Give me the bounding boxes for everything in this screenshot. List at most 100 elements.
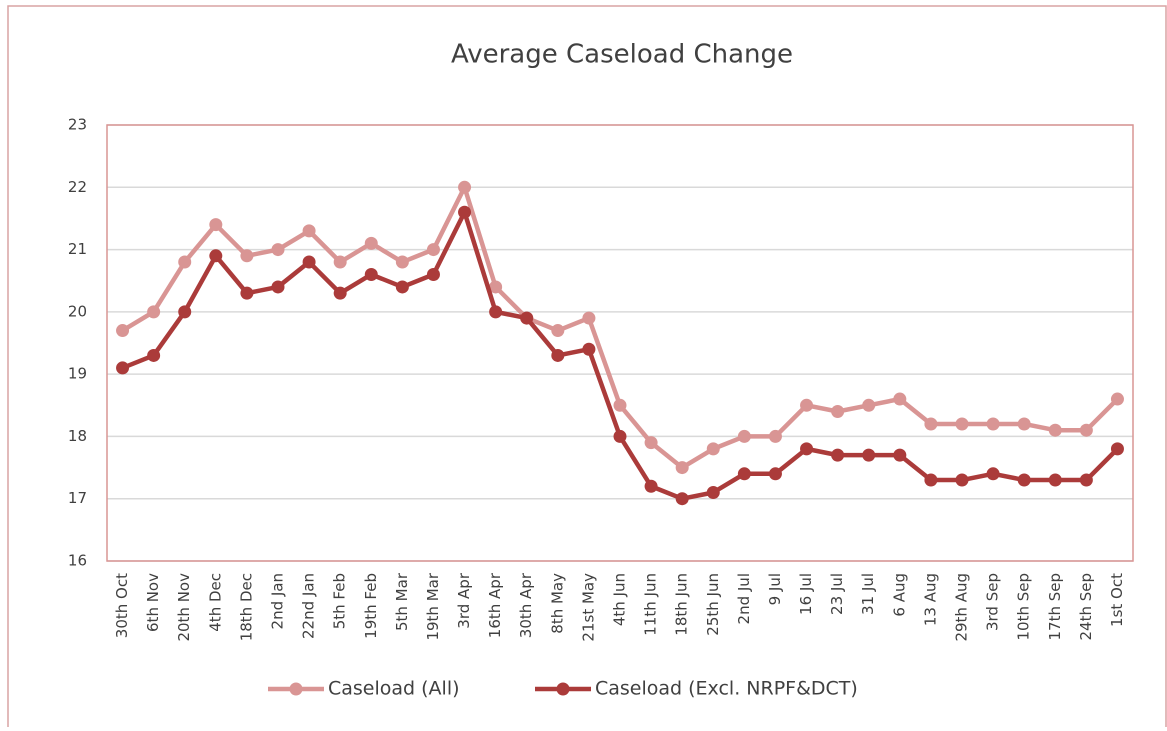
- x-tick-label: 9 Jul: [766, 573, 784, 605]
- data-point: [147, 348, 161, 362]
- data-point: [706, 485, 720, 499]
- data-point: [1079, 473, 1093, 487]
- data-point: [862, 448, 876, 462]
- data-point: [924, 417, 938, 431]
- data-point: [333, 286, 347, 300]
- x-tick-label: 11th Jun: [642, 573, 660, 636]
- x-tick-label: 2nd Jul: [735, 573, 753, 624]
- x-tick-label: 8th May: [548, 573, 566, 634]
- x-tick-label: 18th Jun: [673, 573, 691, 636]
- data-point: [551, 348, 565, 362]
- x-tick-label: 30th Apr: [517, 572, 535, 638]
- data-point: [986, 467, 1000, 481]
- x-tick-label: 5th Feb: [331, 573, 349, 629]
- x-tick-label: 23 Jul: [828, 573, 846, 615]
- x-tick-label: 24th Sep: [1077, 573, 1095, 641]
- data-point: [395, 255, 409, 269]
- legend-marker: [289, 682, 303, 696]
- x-tick-label: 1st Oct: [1108, 573, 1126, 627]
- data-point: [116, 324, 130, 338]
- data-point: [706, 442, 720, 456]
- data-point: [831, 448, 845, 462]
- x-tick-label: 19th Mar: [424, 572, 442, 640]
- data-point: [1017, 417, 1031, 431]
- data-point: [768, 429, 782, 443]
- chart-frame: [7, 5, 1167, 731]
- x-tick-label: 21st May: [579, 573, 597, 642]
- data-point: [178, 305, 192, 319]
- y-tick-label: 23: [68, 116, 87, 134]
- x-tick-label: 6th Nov: [144, 573, 162, 632]
- data-point: [1110, 442, 1124, 456]
- data-point: [520, 311, 534, 325]
- data-point: [147, 305, 161, 319]
- data-point: [364, 267, 378, 281]
- x-tick-label: 31 Jul: [859, 573, 877, 615]
- x-tick-label: 13 Aug: [921, 573, 939, 626]
- data-point: [458, 180, 472, 194]
- data-point: [831, 405, 845, 419]
- x-tick-label: 16 Jul: [797, 573, 815, 615]
- x-tick-label: 6 Aug: [890, 573, 908, 617]
- data-point: [178, 255, 192, 269]
- data-point: [582, 342, 596, 356]
- data-point: [800, 398, 814, 412]
- data-point: [489, 280, 503, 294]
- x-tick-label: 25th Jun: [704, 573, 722, 636]
- data-point: [271, 280, 285, 294]
- data-point: [364, 236, 378, 250]
- x-tick-label: 4th Dec: [206, 573, 224, 632]
- data-point: [240, 286, 254, 300]
- data-point: [737, 467, 751, 481]
- x-tick-label: 29th Aug: [953, 573, 971, 642]
- legend-label: Caseload (All): [328, 678, 460, 700]
- data-point: [924, 473, 938, 487]
- data-point: [426, 267, 440, 281]
- data-point: [582, 311, 596, 325]
- data-point: [644, 479, 658, 493]
- x-tick-label: 20th Nov: [175, 573, 193, 642]
- y-tick-label: 22: [68, 178, 87, 196]
- data-point: [1079, 423, 1093, 437]
- data-point: [1048, 423, 1062, 437]
- x-tick-label: 3rd Apr: [455, 572, 473, 629]
- data-point: [458, 205, 472, 219]
- x-tick-label: 19th Feb: [362, 573, 380, 639]
- data-point: [551, 324, 565, 338]
- x-tick-label: 10th Sep: [1015, 573, 1033, 641]
- data-point: [800, 442, 814, 456]
- data-point: [209, 249, 223, 263]
- x-tick-label: 22nd Jan: [300, 573, 318, 639]
- x-tick-label: 17th Sep: [1046, 573, 1064, 641]
- data-point: [955, 417, 969, 431]
- x-tick-label: 16th Apr: [486, 572, 504, 638]
- data-point: [675, 492, 689, 506]
- data-point: [1110, 392, 1124, 406]
- plot-border: [106, 124, 1134, 562]
- data-point: [395, 280, 409, 294]
- x-tick-label: 2nd Jan: [269, 573, 287, 629]
- data-point: [209, 218, 223, 232]
- data-point: [116, 361, 130, 375]
- y-tick-label: 20: [68, 302, 87, 320]
- x-tick-label: 18th Dec: [237, 573, 255, 641]
- y-tick-label: 17: [68, 489, 87, 507]
- y-tick-label: 18: [68, 427, 87, 445]
- data-point: [675, 461, 689, 475]
- data-point: [489, 305, 503, 319]
- data-point: [302, 255, 316, 269]
- data-point: [1017, 473, 1031, 487]
- y-tick-label: 16: [68, 552, 87, 570]
- data-point: [240, 249, 254, 263]
- x-tick-label: 4th Jun: [611, 573, 629, 626]
- data-point: [302, 224, 316, 238]
- x-tick-label: 30th Oct: [113, 573, 131, 638]
- x-tick-label: 5th Mar: [393, 572, 411, 631]
- y-tick-label: 21: [68, 240, 87, 258]
- y-tick-label: 19: [68, 365, 87, 383]
- data-point: [271, 243, 285, 257]
- data-point: [893, 392, 907, 406]
- data-point: [955, 473, 969, 487]
- data-point: [986, 417, 1000, 431]
- legend-label: Caseload (Excl. NRPF&DCT): [595, 678, 858, 700]
